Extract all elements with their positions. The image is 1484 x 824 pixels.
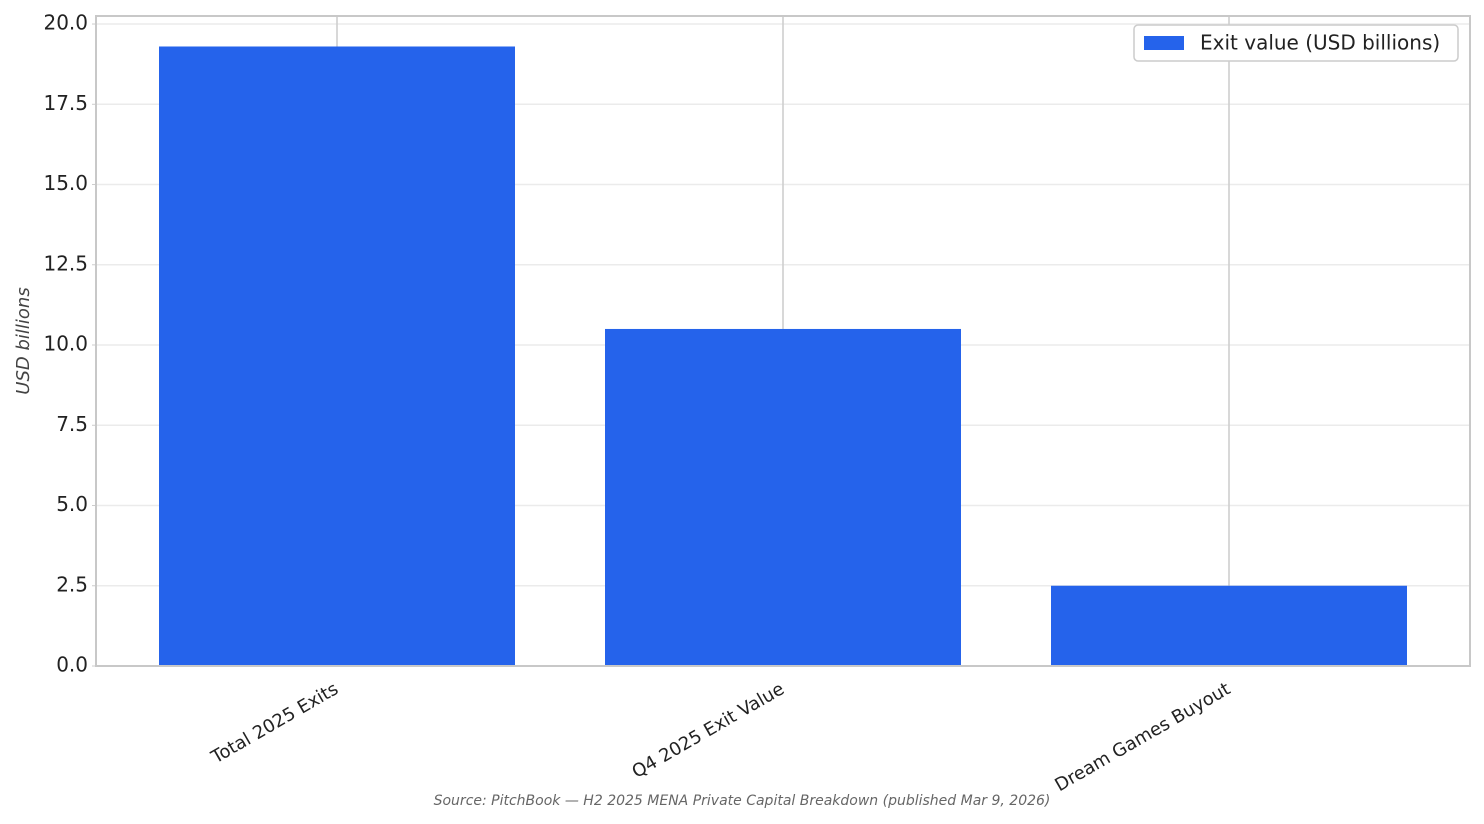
y-tick-label: 2.5 — [56, 572, 88, 596]
y-tick-label: 5.0 — [56, 492, 88, 516]
legend-box — [1133, 24, 1459, 62]
plot-frame — [95, 15, 1471, 667]
y-tick-label: 7.5 — [56, 412, 88, 436]
legend-swatch — [1144, 36, 1184, 50]
source-note: Source: PitchBook — H2 2025 MENA Private… — [434, 793, 1051, 809]
y-tick-label: 0.0 — [56, 653, 88, 677]
y-axis-label: USD billions — [13, 287, 34, 394]
y-tick-label: 15.0 — [43, 171, 88, 195]
y-tick-label: 12.5 — [43, 251, 88, 275]
y-tick-label: 10.0 — [43, 332, 88, 356]
legend-label: Exit value (USD billions) — [1200, 31, 1440, 55]
y-tick-label: 20.0 — [43, 11, 88, 35]
y-tick-label: 17.5 — [43, 91, 88, 115]
x-tick-label: Q4 2025 Exit Value — [628, 678, 788, 782]
legend: Exit value (USD billions) — [1133, 24, 1459, 62]
bar — [159, 46, 515, 666]
bar — [1051, 585, 1407, 666]
bar — [605, 328, 961, 666]
x-tick-label: Total 2025 Exits — [207, 678, 342, 768]
x-tick-label: Dream Games Buyout — [1051, 678, 1234, 796]
